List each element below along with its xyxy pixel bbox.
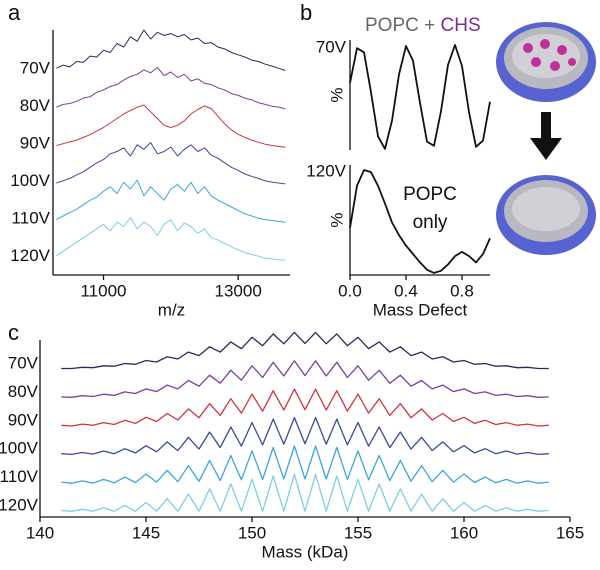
series-label: 70V [8, 353, 39, 372]
trace [61, 416, 549, 456]
trace [61, 360, 549, 398]
x-axis-label: Mass (kDa) [262, 542, 349, 561]
series-label: 70V [20, 58, 51, 77]
series-label: 80V [20, 96, 51, 115]
panel-label: c [8, 320, 19, 345]
annotation: POPC [403, 184, 457, 205]
x-axis-label: Mass Defect [373, 300, 468, 319]
trace [56, 29, 286, 71]
trace [56, 104, 286, 148]
x-tick-label: 160 [450, 523, 478, 542]
series-label: 120V [10, 246, 50, 265]
nanodisc-popc [496, 175, 596, 255]
annotation-part: POPC + [365, 15, 441, 36]
panel-label: b [300, 0, 312, 25]
trace [349, 44, 491, 150]
series-label: 100V [0, 439, 39, 458]
x-tick-label: 0.8 [450, 281, 474, 300]
x-tick-label: 13000 [215, 281, 262, 300]
annotation: only [413, 212, 448, 233]
trace [61, 331, 549, 370]
series-label: 90V [8, 410, 39, 429]
panel-label: a [8, 0, 21, 25]
trace [56, 142, 286, 185]
x-tick-label: 0.0 [338, 281, 362, 300]
x-tick-label: 11000 [80, 281, 126, 300]
annotation-part: CHS [441, 15, 481, 36]
series-label: 100V [10, 171, 50, 190]
x-tick-label: 155 [344, 523, 372, 542]
x-tick-label: 150 [238, 523, 266, 542]
trace [61, 445, 549, 484]
annotation: POPC + CHS [365, 15, 481, 36]
y-axis-label: % [327, 87, 346, 102]
series-label: 90V [20, 133, 51, 152]
trace [61, 473, 549, 512]
series-label: 110V [12, 208, 51, 227]
x-tick-label: 145 [132, 523, 160, 542]
trace [56, 67, 286, 110]
series-label: 70V [316, 37, 347, 56]
series-label: 120V [306, 161, 346, 180]
x-tick-label: 140 [26, 523, 54, 542]
y-axis-label: % [327, 212, 346, 227]
series-label: 120V [0, 495, 39, 514]
series-label: 80V [8, 382, 39, 401]
trace [56, 179, 286, 223]
trace [56, 217, 286, 261]
x-tick-label: 165 [556, 523, 584, 542]
x-axis-label: m/z [158, 300, 185, 319]
x-tick-label: 0.4 [394, 281, 418, 300]
nanodisc-popc-chs [496, 22, 596, 102]
trace [61, 388, 549, 427]
series-label: 110V [0, 467, 39, 486]
trace [349, 169, 491, 274]
arrow [530, 112, 562, 160]
